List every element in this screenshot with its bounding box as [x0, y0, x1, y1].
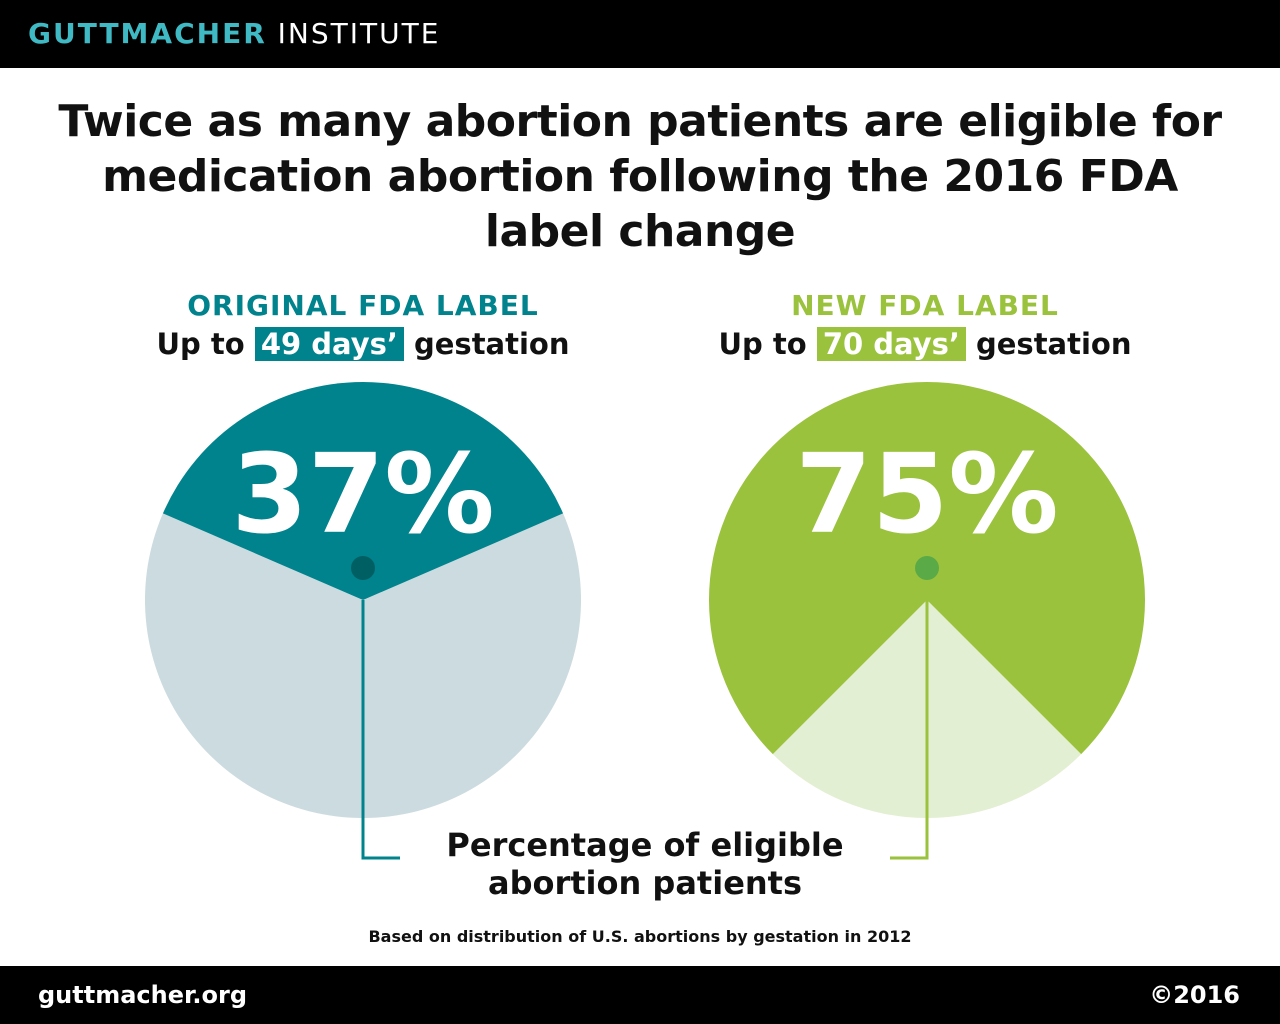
new-label-pie: 75%	[709, 382, 1146, 860]
footnote: Based on distribution of U.S. abortions …	[368, 927, 912, 946]
original-label-suffix: gestation	[414, 327, 570, 361]
brand-secondary: INSTITUTE	[277, 17, 441, 50]
footer-site-link[interactable]: guttmacher.org	[38, 981, 248, 1009]
original-label-subtitle: Up to 49 days’ gestation	[83, 325, 643, 363]
chart-title: Twice as many abortion patients are elig…	[58, 96, 1222, 257]
new-pie-data-label: 75%	[795, 430, 1058, 558]
brand-logo[interactable]: GUTTMACHER INSTITUTE	[28, 17, 440, 51]
brand-primary: GUTTMACHER	[28, 17, 267, 50]
new-label-heading: NEW FDA LABEL	[791, 289, 1059, 322]
original-pie-data-label: 37%	[231, 430, 494, 558]
new-label-suffix: gestation	[976, 327, 1132, 361]
original-label-days: 49 days’	[254, 327, 404, 361]
new-label-days: 70 days’	[816, 327, 966, 361]
original-label-heading: ORIGINAL FDA LABEL	[187, 289, 539, 322]
footer-bar: guttmacher.org ©2016	[0, 966, 1280, 1024]
original-pie-slice-eligible	[162, 381, 564, 600]
new-label-subtitle: Up to 70 days’ gestation	[645, 325, 1205, 363]
original-pie-center-dot	[351, 556, 375, 580]
original-label-pie: 37%	[145, 381, 582, 860]
new-label-prefix: Up to	[718, 327, 807, 361]
original-label-prefix: Up to	[156, 327, 245, 361]
header-bar: GUTTMACHER INSTITUTE	[0, 0, 1280, 68]
callout-label: Percentage of eligible abortion patients	[400, 826, 890, 902]
footer-copyright: ©2016	[1149, 981, 1240, 1009]
new-pie-center-dot	[915, 556, 939, 580]
